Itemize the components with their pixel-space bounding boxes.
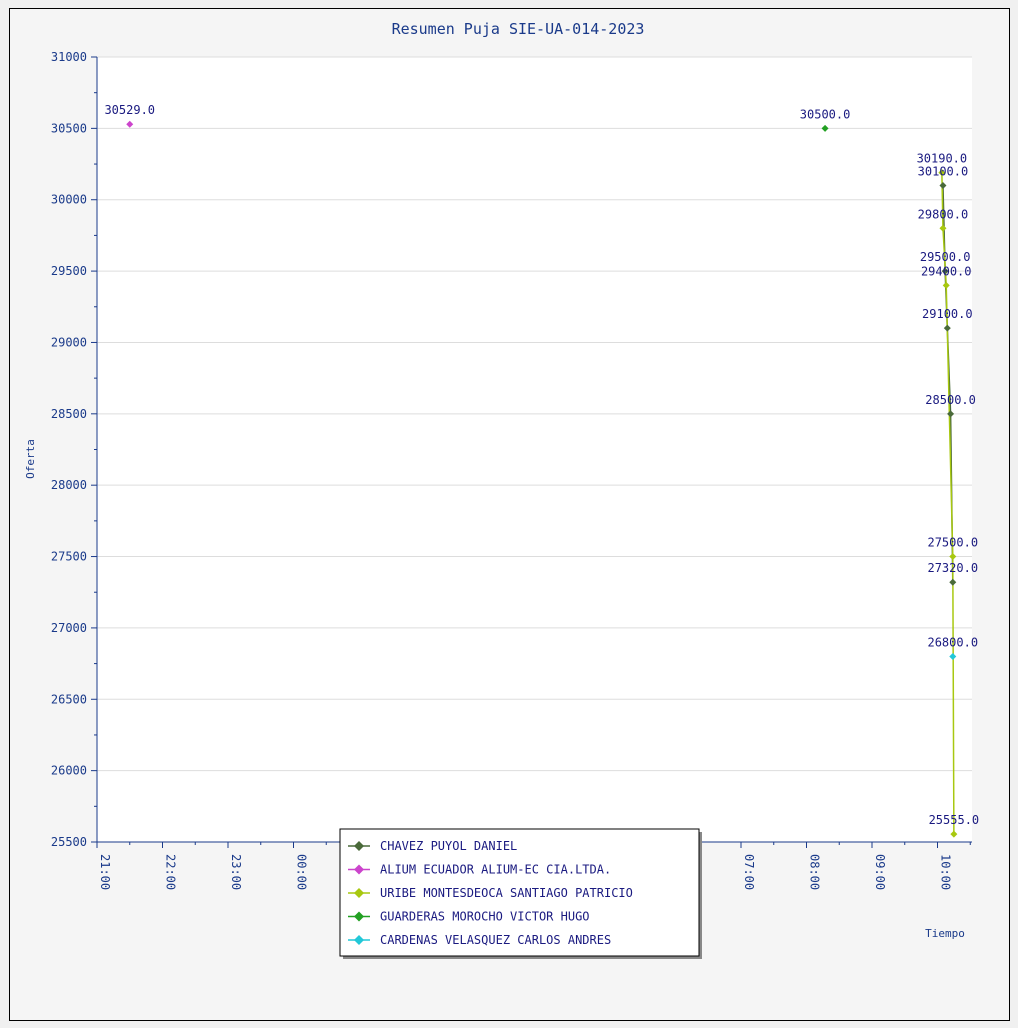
- x-axis-title: Tiempo: [925, 927, 965, 940]
- chart-frame: 25500 26000 26500 27000 27500 28000 28500 29000…: [9, 8, 1010, 1021]
- data-point: [947, 410, 955, 418]
- data-point: [950, 830, 958, 838]
- data-label: 25555.0: [929, 813, 980, 827]
- legend-swatch-marker: [354, 841, 364, 851]
- data-point: [949, 652, 957, 660]
- data-point: [943, 324, 951, 332]
- data-label: 29400.0: [921, 264, 972, 278]
- y-tick-label: 29000: [51, 335, 87, 349]
- legend-entry: GUARDERAS MOROCHO VICTOR HUGO: [380, 910, 590, 924]
- legend-swatch-marker: [354, 888, 364, 898]
- data-point: [941, 267, 949, 275]
- data-point: [949, 553, 957, 561]
- x-tick-label: 10:00: [939, 854, 953, 890]
- data-label: 29100.0: [922, 307, 973, 321]
- legend-swatch-marker: [354, 911, 364, 922]
- y-tick-label: 29500: [51, 264, 87, 278]
- data-label: 30190.0: [917, 152, 968, 166]
- data-point: [942, 281, 950, 289]
- chart-title: Resumen Puja SIE-UA-014-2023: [392, 20, 645, 38]
- x-tick-label: 00:00: [295, 854, 309, 890]
- legend-box: [339, 828, 700, 957]
- y-tick-label: 28000: [51, 478, 87, 492]
- data-label: 26800.0: [927, 635, 978, 649]
- data-point: [126, 120, 134, 128]
- y-axis-title: Oferta: [24, 439, 37, 479]
- y-tick-label: 27000: [51, 621, 87, 635]
- data-label: 28500.0: [925, 393, 976, 407]
- legend-entry: CHAVEZ PUYOL DANIEL: [380, 839, 517, 853]
- x-tick-label: 22:00: [164, 854, 178, 890]
- y-tick-label: 27500: [51, 550, 87, 564]
- data-point: [939, 181, 947, 189]
- legend-entry: CARDENAS VELASQUEZ CARLOS ANDRES: [380, 933, 611, 947]
- data-label: 29800.0: [918, 207, 969, 221]
- chart-svg: 25500 26000 26500 27000 27500 28000 28500 29000…: [24, 20, 980, 959]
- plot-area: [97, 57, 972, 842]
- legend-swatch-marker: [354, 864, 364, 875]
- data-label: 29500.0: [920, 250, 971, 264]
- x-tick-label: 21:00: [98, 854, 112, 890]
- data-label: 30100.0: [918, 164, 969, 178]
- y-tick-label: 30000: [51, 193, 87, 207]
- y-tick-label: 31000: [51, 50, 87, 64]
- legend: CHAVEZ PUYOL DANIEL ALIUM ECUADOR ALIUM-E…: [339, 828, 702, 959]
- x-tick-label: 08:00: [808, 854, 822, 890]
- legend-swatch-marker: [354, 935, 364, 945]
- y-tick-label: 28500: [51, 407, 87, 421]
- data-label: 27320.0: [927, 561, 978, 575]
- y-tick-label: 30500: [51, 121, 87, 135]
- data-label: 30529.0: [104, 103, 155, 117]
- data-point: [939, 224, 947, 232]
- legend-entry: ALIUM ECUADOR ALIUM-EC CIA.LTDA.: [380, 863, 611, 877]
- y-tick-label: 25500: [51, 835, 87, 849]
- x-tick-label: 07:00: [742, 854, 756, 890]
- y-tick-label: 26500: [51, 692, 87, 706]
- x-tick-label: 23:00: [229, 854, 243, 890]
- legend-entry: URIBE MONTESDEOCA SANTIAGO PATRICIO: [380, 886, 633, 900]
- data-point: [938, 169, 946, 177]
- y-tick-label: 26000: [51, 764, 87, 778]
- data-point: [821, 124, 829, 132]
- x-tick-label: 09:00: [873, 854, 887, 890]
- data-label: 30500.0: [800, 107, 851, 121]
- data-point: [949, 578, 957, 586]
- data-label: 27500.0: [927, 536, 978, 550]
